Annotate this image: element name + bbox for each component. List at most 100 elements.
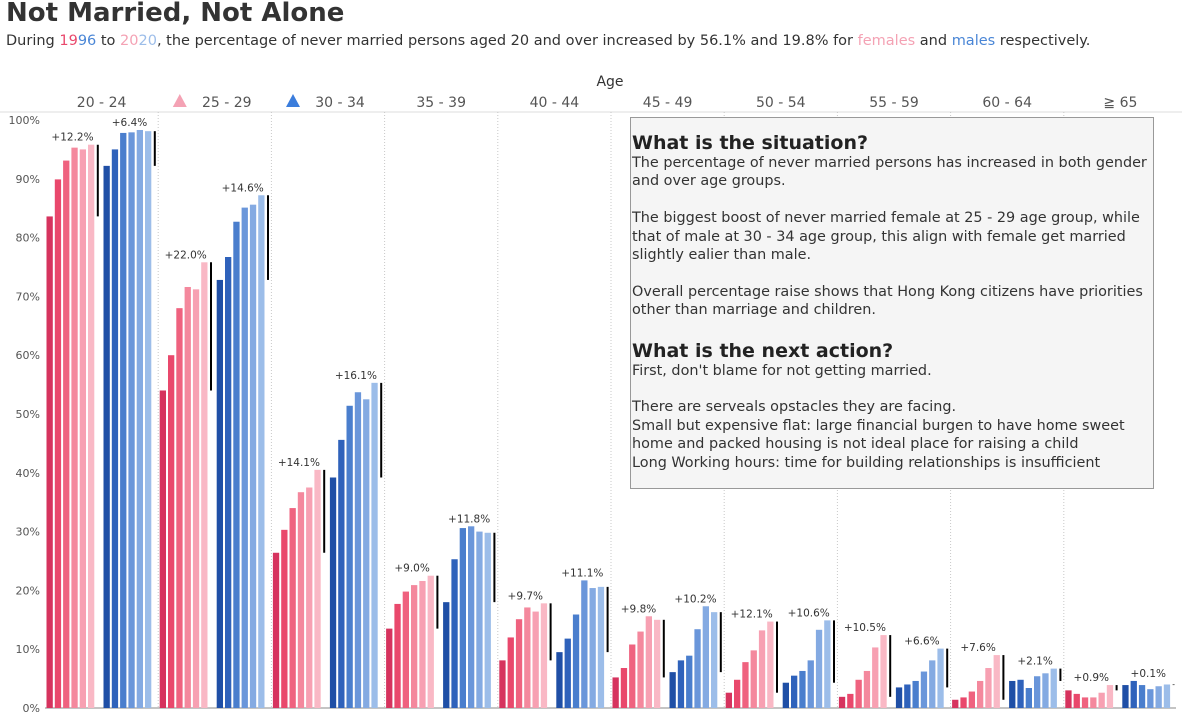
- y-tick-label: 0%: [23, 702, 40, 715]
- female-bar: [297, 492, 305, 708]
- female-bar: [847, 693, 854, 708]
- male-bar: [111, 149, 119, 708]
- male-bar: [1155, 686, 1162, 708]
- subtitle-year-1996-prefix: 19: [59, 33, 78, 49]
- y-tick-label: 10%: [16, 643, 40, 656]
- male-bar: [799, 670, 806, 708]
- female-bar: [1090, 697, 1097, 708]
- female-bar: [524, 607, 531, 708]
- female-bar: [1081, 697, 1089, 708]
- age-group-label: 20 - 24: [77, 95, 127, 111]
- male-bar: [589, 588, 596, 708]
- male-bar: [782, 682, 789, 708]
- female-change-label: +12.2%: [51, 132, 93, 144]
- female-change-label: +10.5%: [844, 622, 886, 634]
- male-bar: [1050, 668, 1057, 708]
- female-bar: [427, 575, 434, 708]
- female-bar: [838, 696, 846, 708]
- male-bar: [1163, 684, 1171, 708]
- female-bar: [402, 591, 409, 708]
- subtitle-text: , the percentage of never married person…: [156, 33, 858, 49]
- male-change-label: +6.4%: [112, 117, 147, 129]
- age-group-label: 30 - 34: [315, 95, 365, 111]
- male-bar: [791, 675, 798, 708]
- female-bar: [725, 692, 732, 708]
- male-bar: [904, 684, 911, 708]
- male-bar: [669, 672, 676, 708]
- male-bar: [459, 528, 466, 708]
- female-bar: [767, 621, 774, 708]
- age-group-label: 40 - 44: [530, 95, 580, 111]
- female-bar: [540, 603, 548, 708]
- female-bar: [872, 647, 879, 708]
- male-bar: [597, 586, 605, 708]
- male-bar: [329, 477, 337, 708]
- action-paragraph: Small but expensive flat: large financia…: [632, 417, 1125, 453]
- female-change-label: +7.6%: [960, 642, 995, 654]
- male-bar: [912, 680, 919, 708]
- female-change-label: +14.1%: [278, 457, 320, 469]
- female-bar: [515, 619, 523, 708]
- male-bar: [702, 606, 709, 708]
- labels-layer: Age 0% 10% 20% 30% 40% 50% 60% 70% 80% 90% 100% 20 -…: [9, 74, 1167, 715]
- age-group-label: 55 - 59: [869, 95, 919, 111]
- female-bar: [855, 679, 862, 708]
- action-paragraph: There are serveals opstacles they are fa…: [632, 399, 957, 416]
- female-bar: [968, 691, 975, 708]
- female-bar: [411, 585, 418, 708]
- male-bar: [807, 660, 814, 708]
- male-bar: [1025, 688, 1032, 708]
- female-bar: [192, 289, 200, 708]
- male-bar: [338, 439, 345, 708]
- female-change-label: +9.7%: [508, 590, 543, 602]
- female-bar: [645, 616, 652, 708]
- action-heading: What is the next action?: [632, 339, 894, 362]
- male-bar: [346, 405, 353, 708]
- male-bar: [920, 671, 928, 708]
- female-bar: [46, 216, 53, 708]
- male-bar: [1042, 673, 1049, 708]
- female-change-label: +0.9%: [1074, 672, 1109, 684]
- female-bar: [306, 487, 313, 708]
- male-bar: [241, 207, 248, 708]
- age-group-label: 35 - 39: [416, 95, 466, 111]
- female-bar: [79, 149, 86, 708]
- y-tick-label: 100%: [9, 114, 40, 127]
- male-bar: [451, 559, 458, 708]
- male-max-increase-marker-icon: [286, 94, 300, 107]
- female-change-label: +9.0%: [394, 563, 429, 575]
- female-bar: [314, 469, 321, 708]
- female-bar: [1098, 692, 1105, 708]
- female-bar: [977, 680, 984, 708]
- male-bar: [1138, 685, 1146, 708]
- female-bar: [1106, 685, 1114, 708]
- female-bar: [281, 529, 288, 708]
- female-bar: [63, 160, 70, 708]
- subtitle-males-word: males: [951, 33, 996, 49]
- female-bar: [637, 631, 644, 708]
- male-bar: [824, 620, 831, 708]
- situation-paragraph: Overall percentage raise shows that Hong…: [632, 283, 1143, 319]
- female-bar: [289, 508, 296, 708]
- female-bar: [499, 660, 506, 708]
- male-bar: [484, 532, 491, 708]
- male-bar: [895, 687, 903, 708]
- subtitle-females-word: females: [857, 33, 916, 49]
- female-bar: [88, 144, 95, 709]
- male-bar: [136, 129, 143, 709]
- male-bar: [556, 652, 563, 708]
- y-tick-label: 80%: [16, 232, 40, 245]
- female-bar: [758, 630, 766, 708]
- male-bar: [572, 614, 580, 708]
- female-change-label: +12.1%: [731, 609, 773, 621]
- female-bar: [386, 628, 393, 708]
- male-bar: [468, 526, 475, 708]
- y-tick-label: 40%: [16, 467, 40, 480]
- female-bar: [54, 179, 62, 708]
- y-tick-label: 20%: [16, 584, 40, 597]
- male-bar: [1034, 676, 1041, 708]
- subtitle-text: and: [915, 33, 952, 49]
- male-bar: [694, 629, 701, 708]
- male-bar: [686, 655, 693, 708]
